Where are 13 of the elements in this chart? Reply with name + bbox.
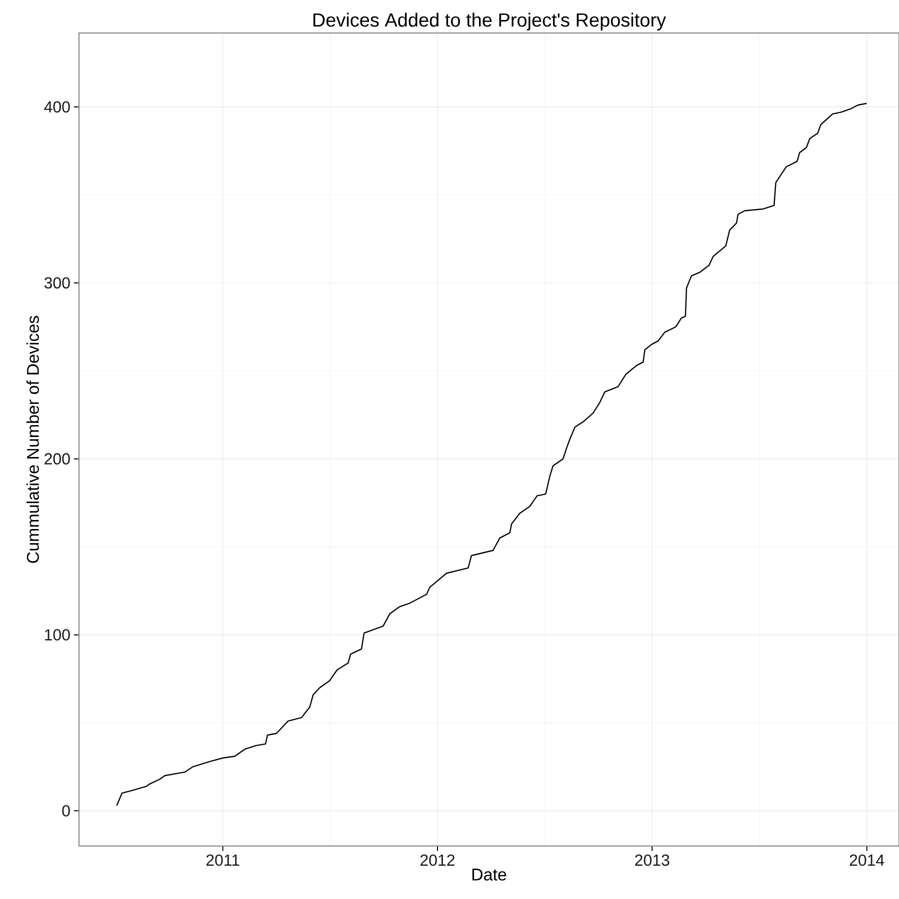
line-series [116,102,868,806]
y-axis-title: Cummulative Number of Devices [26,316,39,563]
x-tick-label: 2013 [635,854,670,866]
y-tick-label: 100 [45,629,70,640]
y-tick-label: 400 [44,101,70,113]
x-axis-title: Date [472,868,506,881]
x-tick-label: 2012 [420,854,454,866]
y-tick-label: 200 [44,453,70,465]
y-tick-label: 0 [62,805,70,816]
y-tick-label: 300 [44,277,70,289]
x-tick-label: 2014 [850,854,884,866]
x-tick-label: 2011 [206,854,240,866]
chart-title: Devices Added to the Project's Repository [313,12,666,30]
